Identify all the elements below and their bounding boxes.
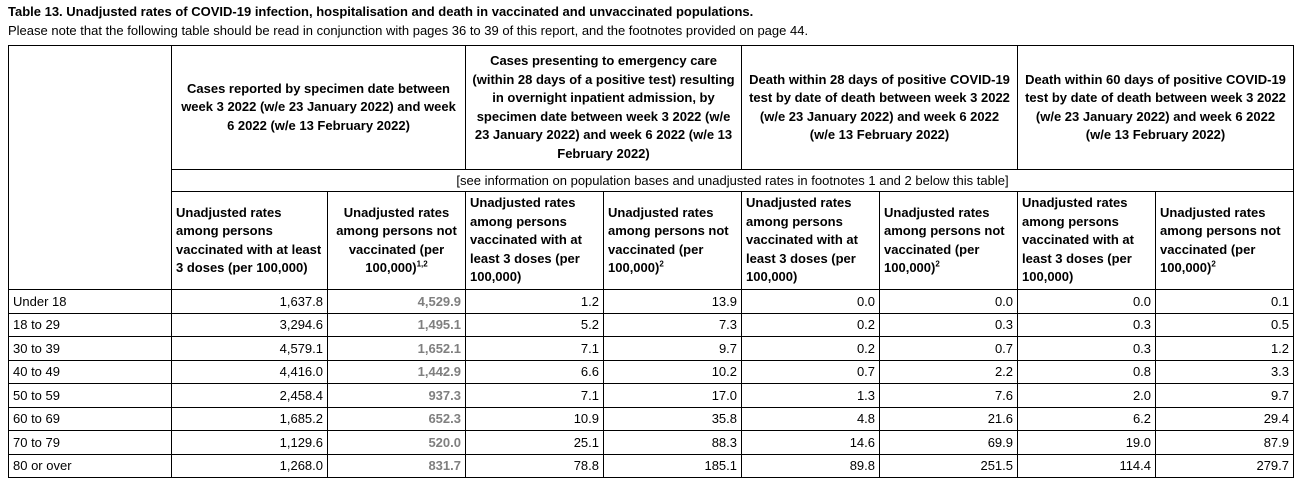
rate-cell: 831.7 [327,453,466,478]
subheader-unvaccinated: Unadjusted rates among persons not vacci… [1155,191,1295,290]
table-row: Under 18 1,637.8 4,529.9 1.2 13.9 0.0 0.0 0.0 0.… [8,289,1295,314]
rate-cell: 3.3 [1155,359,1295,384]
rate-cell: 78.8 [465,453,604,478]
rate-cell: 279.7 [1155,453,1295,478]
rate-cell: 1,685.2 [171,406,328,431]
rate-cell: 7.1 [465,336,604,361]
rate-cell: 14.6 [741,430,881,455]
rate-cell: 87.9 [1155,430,1295,455]
table-row: 30 to 39 4,579.1 1,652.1 7.1 9.7 0.2 0.7 0.3 1.2 [8,336,1295,361]
rate-cell: 0.5 [1155,312,1295,337]
rate-cell: 2.2 [879,359,1019,384]
group-header-death-60: Death within 60 days of positive COVID-1… [1017,45,1295,170]
rate-cell: 4.8 [741,406,881,431]
rate-cell: 2.0 [1017,383,1157,408]
rate-cell: 19.0 [1017,430,1157,455]
rate-cell: 1.3 [741,383,881,408]
rate-cell: 7.1 [465,383,604,408]
rate-cell: 0.2 [741,312,881,337]
rate-cell: 0.3 [1017,336,1157,361]
rate-cell: 0.2 [741,336,881,361]
rate-cell: 1,442.9 [327,359,466,384]
rate-cell: 0.7 [879,336,1019,361]
rate-cell: 1,637.8 [171,289,328,314]
table-row: 80 or over 1,268.0 831.7 78.8 185.1 89.8 251.5… [8,453,1295,478]
rate-cell: 9.7 [1155,383,1295,408]
rate-cell: 4,579.1 [171,336,328,361]
rate-cell: 1,129.6 [171,430,328,455]
subheader-vaccinated: Unadjusted rates among persons vaccinate… [1017,191,1157,290]
rate-cell: 0.0 [879,289,1019,314]
group-header-emergency-care: Cases presenting to emergency care (with… [464,45,743,170]
rate-cell: 5.2 [465,312,604,337]
table-row: 50 to 59 2,458.4 937.3 7.1 17.0 1.3 7.6 2.0 9.7 [8,383,1295,408]
rate-cell: 114.4 [1017,453,1157,478]
rate-cell: 7.3 [602,312,743,337]
rate-cell: 9.7 [602,336,743,361]
rate-cell: 35.8 [602,406,743,431]
subheader-unvaccinated: Unadjusted rates among persons not vacci… [879,191,1019,290]
age-group-cell: 70 to 79 [8,430,172,455]
rate-cell: 0.0 [1017,289,1157,314]
age-group-cell: 40 to 49 [8,359,172,384]
subheader-vaccinated: Unadjusted rates among persons vaccinate… [465,191,604,290]
footnote-band: [see information on population bases and… [170,169,1295,192]
rate-cell: 0.8 [1017,359,1157,384]
rate-cell: 1,652.1 [327,336,466,361]
rate-cell: 3,294.6 [171,312,328,337]
rate-cell: 0.7 [741,359,881,384]
rate-cell: 6.2 [1017,406,1157,431]
rate-cell: 0.0 [741,289,881,314]
group-header-cases: Cases reported by specimen date between … [171,45,466,170]
rate-cell: 21.6 [879,406,1019,431]
subheader-unvaccinated: Unadjusted rates among persons not vacci… [327,191,466,290]
rate-cell: 6.6 [465,359,604,384]
rate-cell: 251.5 [879,453,1019,478]
rate-cell: 17.0 [602,383,743,408]
rate-cell: 520.0 [327,430,466,455]
subheader-vaccinated: Unadjusted rates among persons vaccinate… [171,191,328,290]
subheader-vaccinated: Unadjusted rates among persons vaccinate… [741,191,881,290]
rate-cell: 88.3 [602,430,743,455]
table-row: 70 to 79 1,129.6 520.0 25.1 88.3 14.6 69.9 19.0… [8,430,1295,455]
rate-cell: 1.2 [465,289,604,314]
rate-cell: 29.4 [1155,406,1295,431]
rate-cell: 25.1 [465,430,604,455]
rate-cell: 10.9 [465,406,604,431]
table-row: 40 to 49 4,416.0 1,442.9 6.6 10.2 0.7 2.2 0.8 3.… [8,359,1295,384]
rate-cell: 1,495.1 [327,312,466,337]
rate-cell: 2,458.4 [171,383,328,408]
table-row: 18 to 29 3,294.6 1,495.1 5.2 7.3 0.2 0.3 0.3 0.5 [8,312,1295,337]
age-group-cell: 60 to 69 [8,406,172,431]
age-group-header [8,45,172,290]
table-title: Table 13. Unadjusted rates of COVID-19 i… [8,4,754,19]
rates-table: Cases reported by specimen date between … [8,45,1295,478]
table-body: Under 18 1,637.8 4,529.9 1.2 13.9 0.0 0.0 0.0 0.… [8,289,1295,478]
subheader-unvaccinated: Unadjusted rates among persons not vacci… [602,191,743,290]
rate-cell: 1.2 [1155,336,1295,361]
rate-cell: 0.3 [1017,312,1157,337]
rate-cell: 652.3 [327,406,466,431]
rate-cell: 937.3 [327,383,466,408]
age-group-cell: Under 18 [8,289,172,314]
rate-cell: 0.3 [879,312,1019,337]
rate-cell: 4,529.9 [327,289,466,314]
rate-cell: 1,268.0 [171,453,328,478]
table-note: Please note that the following table sho… [8,23,809,38]
rate-cell: 4,416.0 [171,359,328,384]
group-header-death-28: Death within 28 days of positive COVID-1… [741,45,1019,170]
age-group-cell: 80 or over [8,453,172,478]
rate-cell: 89.8 [741,453,881,478]
rate-cell: 7.6 [879,383,1019,408]
age-group-cell: 18 to 29 [8,312,172,337]
age-group-cell: 50 to 59 [8,383,172,408]
rate-cell: 13.9 [602,289,743,314]
rate-cell: 0.1 [1155,289,1295,314]
table-row: 60 to 69 1,685.2 652.3 10.9 35.8 4.8 21.6 6.2 29… [8,406,1295,431]
age-group-cell: 30 to 39 [8,336,172,361]
rate-cell: 69.9 [879,430,1019,455]
rate-cell: 10.2 [602,359,743,384]
rate-cell: 185.1 [602,453,743,478]
